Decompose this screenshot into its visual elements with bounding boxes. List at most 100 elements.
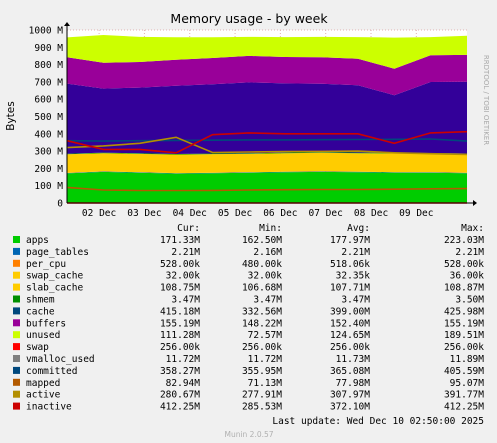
legend-swatch (13, 236, 20, 243)
x-tick-label: 07 Dec (309, 208, 343, 219)
legend-name: unused (26, 330, 60, 341)
y-tick-label: 100 M (34, 181, 63, 192)
y-tick-label: 900 M (34, 43, 63, 54)
legend-row: buffers 155.19M 148.22M 152.40M 155.19M (13, 318, 484, 329)
legend-name: per_cpu (26, 259, 66, 270)
legend-name: shmem (26, 295, 55, 306)
legend-swatch (13, 390, 20, 398)
legend-value: 372.10M (330, 402, 370, 413)
legend-value: 307.97M (330, 390, 370, 401)
legend-name: slab_cache (26, 283, 83, 294)
legend-value: 72.57M (248, 330, 283, 341)
x-tick-label: 06 Dec (263, 208, 297, 219)
legend-name: committed (26, 366, 77, 377)
legend-value: 82.94M (166, 378, 201, 389)
legend-swatch (13, 402, 20, 410)
legend-swatch (13, 295, 20, 303)
y-tick-label: 0 (57, 199, 63, 210)
line-active (66, 136, 468, 156)
y-tick-label: 300 M (34, 147, 63, 158)
legend-value: 2.21M (171, 247, 200, 258)
legend-value: 152.40M (330, 318, 370, 329)
legend-swatch (13, 271, 20, 279)
legend-value: 332.56M (242, 306, 282, 317)
area-slab_cache (67, 152, 467, 174)
legend-header: Min: (259, 223, 282, 234)
legend-row: inactive 412.25M 285.53M 372.10M 412.25M (13, 402, 484, 413)
legend-value: 3.50M (455, 295, 484, 306)
legend-value: 32.35k (336, 271, 371, 282)
legend-row: swap 256.00k 256.00k 256.00k 256.00k (13, 342, 484, 353)
legend-value: 285.53M (242, 402, 282, 413)
area-page_tables (67, 171, 467, 174)
legend-value: 155.19M (160, 318, 200, 329)
legend-value: 256.00k (242, 342, 282, 353)
x-tick-label: 08 Dec (354, 208, 388, 219)
legend-row: active 280.67M 277.91M 307.97M 391.77M (13, 390, 484, 401)
legend-swatch (13, 343, 20, 351)
legend-row: vmalloc_used 11.72M 11.72M 11.73M 11.89M (13, 354, 484, 365)
legend-value: 256.00k (160, 342, 200, 353)
legend-value: 405.59M (444, 366, 484, 377)
line-inactive (66, 130, 468, 154)
legend-value: 2.21M (455, 247, 484, 258)
legend-value: 11.73M (336, 354, 371, 365)
legend: Cur: Min: Avg: Max: apps 171.33M 162.50M 177.97… (13, 223, 484, 413)
x-tick-label: 05 Dec (218, 208, 252, 219)
legend-name: active (26, 390, 61, 401)
legend-value: 399.00M (330, 306, 370, 317)
area-shmem (67, 152, 467, 155)
legend-name: cache (26, 306, 55, 317)
legend-value: 412.25M (160, 402, 200, 413)
legend-value: 11.72M (248, 354, 283, 365)
legend-header: Cur: (177, 223, 200, 234)
area-cache (67, 81, 467, 154)
legend-value: 2.21M (341, 247, 370, 258)
legend-row: cache 415.18M 332.56M 399.00M 425.98M (13, 306, 484, 317)
legend-row: apps 171.33M 162.50M 177.97M 223.03M (13, 235, 484, 246)
legend-row: committed 358.27M 355.95M 365.08M 405.59M (13, 366, 484, 377)
legend-value: 358.27M (160, 366, 200, 377)
area-buffers (67, 54, 467, 96)
legend-swatch (13, 259, 20, 267)
legend-value: 155.19M (444, 318, 484, 329)
legend-swatch (13, 283, 20, 291)
legend-value: 2.16M (253, 247, 282, 258)
legend-row: shmem 3.47M 3.47M 3.47M 3.50M (13, 295, 484, 306)
x-tick-label: 09 Dec (399, 208, 433, 219)
x-axis-arrow (473, 200, 477, 206)
legend-value: 189.51M (444, 330, 484, 341)
y-tick-label: 1000 M (29, 26, 64, 37)
legend-value: 107.71M (330, 283, 370, 294)
area-per_cpu (67, 171, 467, 174)
legend-value: 355.95M (242, 366, 282, 377)
y-tick-label: 400 M (34, 129, 63, 140)
legend-name: page_tables (26, 247, 89, 258)
legend-value: 480.00k (242, 259, 282, 270)
legend-header: Avg: (347, 223, 370, 234)
legend-value: 171.33M (160, 235, 200, 246)
legend-name: swap_cache (26, 271, 83, 282)
legend-value: 280.67M (160, 390, 200, 401)
legend-swatch (13, 319, 20, 327)
legend-value: 177.97M (330, 235, 370, 246)
area-apps (67, 171, 467, 203)
y-tick-label: 700 M (34, 77, 63, 88)
y-axis-label: Bytes (5, 101, 17, 130)
legend-value: 3.47M (253, 295, 282, 306)
legend-name: mapped (26, 378, 60, 389)
legend-name: vmalloc_used (26, 354, 95, 365)
legend-value: 518.06k (330, 259, 370, 270)
legend-row: slab_cache 108.75M 106.68M 107.71M 108.87M (13, 283, 484, 294)
legend-value: 528.00k (444, 259, 484, 270)
legend-value: 3.47M (171, 295, 200, 306)
legend-value: 32.00k (248, 271, 283, 282)
y-tick-label: 200 M (34, 164, 63, 175)
legend-row: per_cpu 528.00k 480.00k 518.06k 528.00k (13, 259, 484, 270)
legend-value: 11.89M (450, 354, 485, 365)
legend-name: buffers (26, 318, 66, 329)
legend-swatch (13, 366, 20, 374)
stacked-areas (67, 35, 467, 203)
chart-title: Memory usage - by week (170, 11, 328, 26)
